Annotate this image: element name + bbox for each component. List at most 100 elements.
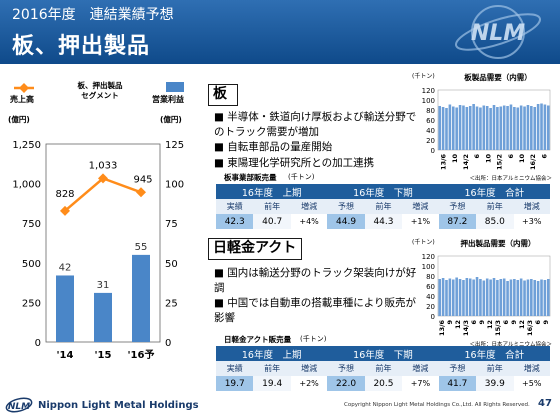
sales-point-1: [98, 173, 108, 184]
extrusion-demand-bar-17: [496, 280, 499, 316]
plate-demand-bar-15: [489, 108, 492, 150]
plate-val-7: 85.0: [476, 214, 514, 229]
extrusion-demand-bar-13: [482, 280, 486, 316]
extrusion-demand-xtick-7: 15/3: [494, 320, 502, 336]
plate-sub-5: 増減: [402, 199, 439, 214]
extrusion-demand-bar-25: [523, 280, 526, 316]
extrusion-demand-bar-19: [502, 278, 506, 316]
sales-label-2: 945: [133, 174, 152, 185]
extrusion-demand-bar-6: [458, 279, 462, 316]
x-tick-1: '15: [95, 350, 112, 361]
extrusion-demand-bar-0: [438, 279, 441, 316]
extrusion-demand-bar-32: [547, 279, 550, 316]
plate-demand-ytick-5: 100: [422, 97, 435, 105]
plate-sub-6: 予想: [438, 199, 477, 214]
sales-label-1: 1,033: [89, 160, 118, 171]
plate-demand-bar-18: [499, 106, 503, 150]
plate-sales-table: 16年度 上期 16年度 下期 16年度 合計 実績 前年 増減 予想 前年 増…: [216, 184, 550, 229]
header-banner: 2016年度 連結業績予想 板、押出製品 NLM: [0, 0, 560, 64]
ext-val-8: +5%: [513, 376, 550, 391]
plate-demand-xtick-2: 14/2: [462, 154, 470, 170]
plate-demand-bar-12: [479, 107, 482, 150]
extrusion-demand-ytick-0: 0: [431, 313, 435, 321]
extrusion-demand-ytick-5: 100: [422, 263, 435, 271]
extrusion-demand-bar-4: [451, 279, 455, 316]
plate-demand-bar-6: [458, 105, 462, 150]
ext-sub-1: 前年: [253, 361, 291, 376]
plate-demand-bar-28: [533, 107, 537, 150]
plate-demand-bar-23: [516, 107, 520, 150]
extrusion-demand-ytick-6: 120: [422, 253, 435, 261]
extrusion-demand-xtick-5: 9: [478, 320, 486, 325]
plate-demand-ytick-1: 20: [426, 137, 435, 145]
footer-logo: NLM Nippon Light Metal Holdings: [4, 393, 199, 417]
plate-demand-ytick-0: 0: [431, 147, 435, 155]
sales-point-2: [136, 187, 146, 198]
extrusion-demand-xtick-10: 12: [518, 320, 526, 329]
extrusion-demand-bar-12: [479, 279, 482, 316]
ext-sub-0: 実績: [216, 361, 254, 376]
extrusion-demand-unit: (千トン): [412, 238, 435, 246]
plate-demand-ytick-6: 120: [422, 87, 435, 95]
ext-sub-5: 増減: [402, 361, 439, 376]
plate-demand-bar-9: [468, 106, 472, 150]
plate-demand-bar-14: [485, 106, 489, 150]
extrusion-demand-ytick-3: 60: [426, 283, 435, 291]
plate-demand-xtick-1: 10: [451, 154, 459, 164]
plate-demand-bar-26: [526, 105, 530, 150]
plate-demand-bar-21: [509, 104, 513, 150]
extrusion-demand-xtick-3: 14/3: [462, 320, 470, 336]
extrusion-demand-bar-27: [530, 279, 533, 316]
left-tick-1: 250: [22, 298, 41, 309]
extrusion-demand-bar-22: [513, 279, 516, 316]
header-subtitle: 2016年度 連結業績予想: [12, 7, 174, 23]
plate-demand-bar-22: [513, 107, 516, 150]
plate-table-title: 板事業部販売量: [224, 173, 277, 182]
plate-demand-xtick-7: 10: [518, 154, 526, 164]
plate-sub-3: 予想: [327, 199, 365, 214]
extrusion-demand-bar-7: [462, 280, 465, 316]
left-tick-5: 1,250: [12, 140, 41, 151]
plate-header-total: 16年度 合計: [438, 184, 550, 199]
plate-demand-ytick-3: 60: [426, 117, 435, 125]
ext-sub-3: 予想: [327, 361, 365, 376]
plate-demand-bar-2: [445, 108, 448, 150]
plate-demand-bar-27: [530, 106, 533, 150]
profit-bar-2: [132, 254, 150, 342]
page-title: 板、押出製品: [12, 34, 151, 59]
extrusion-demand-bar-1: [441, 278, 445, 316]
left-tick-4: 1,000: [12, 180, 41, 191]
right-tick-3: 75: [165, 219, 178, 230]
plate-demand-bar-11: [475, 106, 479, 150]
extrusion-demand-xtick-9: 9: [510, 320, 518, 325]
plate-demand-bar-31: [543, 104, 547, 150]
legend-bar-swatch: [166, 82, 184, 92]
plate-val-6: 87.2: [438, 214, 477, 229]
plate-table-unit: (千トン): [288, 173, 315, 181]
ext-sub-4: 前年: [364, 361, 403, 376]
extrusion-demand-bar-26: [526, 279, 530, 316]
ext-val-1: 19.4: [253, 376, 291, 391]
left-tick-2: 500: [22, 259, 41, 270]
extrusion-demand-xtick-4: 6: [470, 320, 478, 325]
plate-demand-bar-13: [482, 105, 486, 150]
plate-demand-bar-10: [472, 104, 475, 150]
footer-copyright: Copyright Nippon Light Metal Holdings Co…: [344, 402, 530, 408]
plate-demand-bar-25: [523, 106, 526, 150]
plate-sub-7: 前年: [476, 199, 514, 214]
extrusion-table-title: 日軽金アクト販売量: [224, 335, 292, 344]
x-tick-0: '14: [57, 350, 74, 361]
plate-demand-bar-1: [441, 107, 445, 150]
plate-demand-xtick-5: 15/2: [496, 154, 504, 170]
extrusion-bullet-1: ■ 国内は輸送分野のトラック架装向けが好調: [214, 267, 417, 294]
plate-bullet-1: ■ 半導体・鉄道向け厚板および輸送分野でのトラック需要が増加: [214, 111, 417, 138]
plate-val-4: 44.3: [364, 214, 403, 229]
ext-val-4: 20.5: [364, 376, 403, 391]
plate-sub-2: 増減: [290, 199, 328, 214]
svg-text:NLM: NLM: [471, 21, 525, 46]
plate-demand-bar-17: [496, 107, 499, 150]
plate-demand-source: ＜出所：日本アルミニウム協会＞: [470, 174, 552, 182]
plate-demand-xtick-3: 6: [473, 154, 481, 159]
